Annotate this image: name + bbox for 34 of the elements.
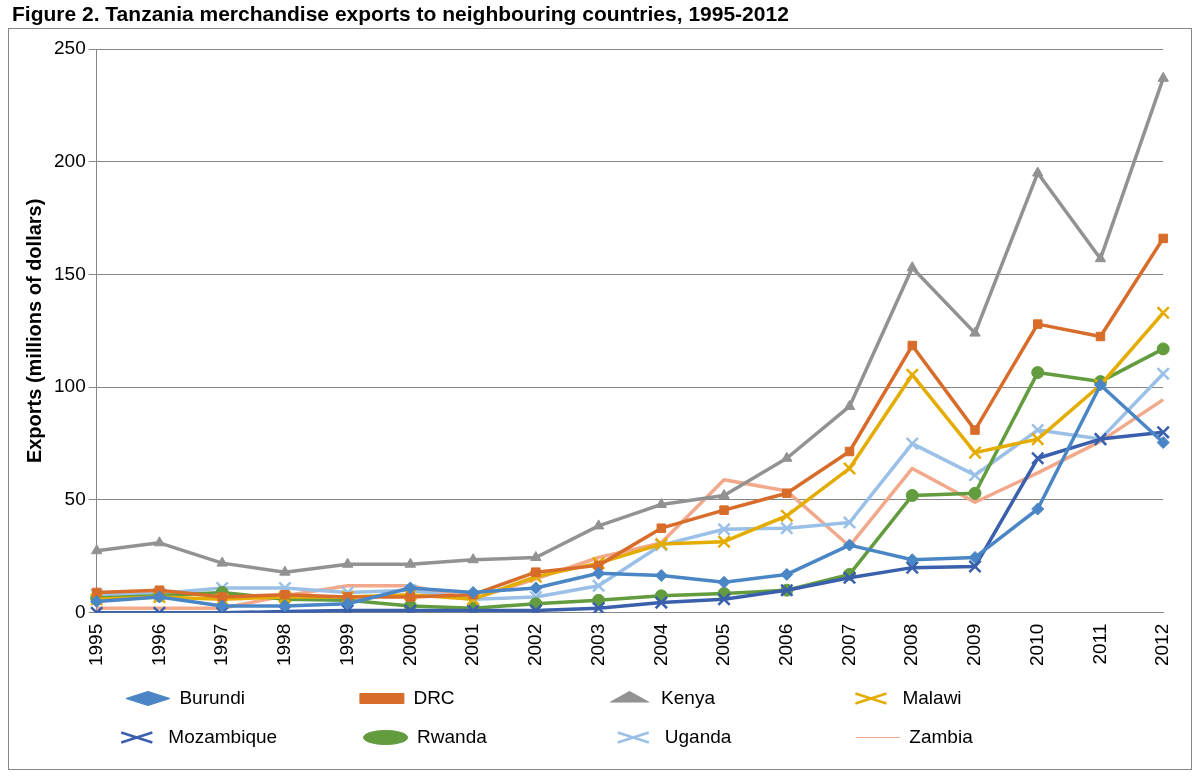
legend-label: Kenya (661, 686, 829, 708)
x-tick-label: 2001 (461, 623, 483, 667)
legend-label: Zambia (909, 725, 1078, 747)
legend-label: Malawi (902, 686, 1067, 708)
chart-title: Figure 2. Tanzania merchandise exports to neighbouring countries, 1995-2012 (11, 1, 790, 27)
y-tick-label: 100 (54, 375, 86, 397)
y-tick-label: 0 (75, 600, 86, 622)
legend-label: Rwanda (417, 725, 592, 747)
x-tick-label: 2009 (963, 623, 985, 667)
x-tick-label: 1996 (147, 623, 169, 667)
legend-label: Burundi (179, 686, 340, 708)
x-tick-label: 2006 (775, 623, 797, 667)
x-tick-label: 2000 (398, 623, 420, 667)
x-tick-label: 2008 (900, 623, 922, 667)
x-tick-label: 2004 (649, 623, 671, 667)
x-tick-label: 2012 (1151, 623, 1173, 667)
y-tick-label: 50 (64, 488, 86, 510)
x-tick-label: 2011 (1088, 623, 1110, 665)
y-tick-label: 150 (54, 262, 86, 284)
legend-label: Uganda (664, 725, 836, 747)
y-axis-title: Exports (millions of dollars) (22, 198, 45, 464)
x-tick-label: 2007 (837, 623, 859, 667)
x-tick-label: 1995 (84, 623, 106, 667)
x-tick-label: 2005 (712, 623, 734, 667)
y-tick-label: 200 (54, 149, 86, 171)
legend-label: Mozambique (168, 725, 344, 747)
y-tick-label: 250 (54, 37, 86, 59)
x-tick-label: 2002 (524, 623, 546, 667)
legend-label: DRC (413, 686, 588, 708)
x-tick-label: 1999 (335, 623, 357, 667)
x-tick-label: 1998 (273, 623, 295, 667)
x-tick-label: 1997 (210, 623, 232, 667)
x-tick-label: 2010 (1025, 623, 1047, 667)
x-tick-label: 2003 (586, 623, 608, 667)
